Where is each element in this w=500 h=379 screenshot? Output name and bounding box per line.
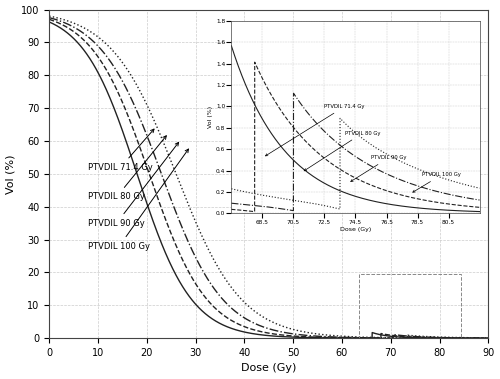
Bar (359, 274, 462, 338)
Y-axis label: Vol (%): Vol (%) (6, 154, 16, 194)
X-axis label: Dose (Gy): Dose (Gy) (241, 363, 296, 373)
Text: PTVDIL 90 Gy: PTVDIL 90 Gy (88, 143, 178, 228)
Text: PTVDIL 71.4 Gy: PTVDIL 71.4 Gy (88, 129, 154, 172)
Text: PTVDIL 100 Gy: PTVDIL 100 Gy (88, 149, 188, 251)
Text: PTVDIL 80 Gy: PTVDIL 80 Gy (88, 136, 166, 201)
